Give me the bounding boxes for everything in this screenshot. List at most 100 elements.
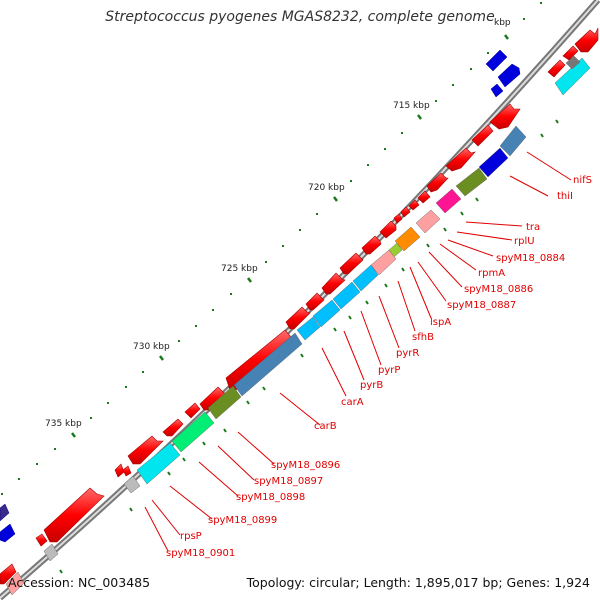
gene-arrow-red[interactable]: [562, 45, 579, 61]
gene-label-sfhB[interactable]: sfhB: [412, 332, 434, 343]
gene-label-spyM18_0898[interactable]: spyM18_0898: [236, 492, 305, 503]
gene-arrow-red[interactable]: [417, 190, 431, 204]
gene-arrow-blue[interactable]: [0, 503, 10, 522]
gene-label-rpsP[interactable]: rpsP: [180, 531, 202, 542]
cog-box-gray: [565, 55, 581, 70]
gene-arrow-blue[interactable]: [490, 83, 504, 98]
gene-arrow-red[interactable]: [445, 147, 476, 172]
ruler-major-tick: [504, 34, 509, 40]
feature-tick: [443, 227, 447, 232]
ruler-minor-tick: [107, 402, 109, 404]
ruler-minor-tick: [54, 448, 56, 450]
ruler-minor-tick: [435, 100, 437, 102]
label-line-pyrR: [378, 295, 400, 349]
feature-tick: [365, 300, 369, 305]
gene-arrow-blue[interactable]: [485, 49, 508, 72]
gene-arrow-red[interactable]: [400, 206, 411, 218]
gene-arrow-red[interactable]: [471, 124, 494, 147]
gene-label-rpmA[interactable]: rpmA: [478, 268, 505, 279]
gene-label-tra[interactable]: tra: [526, 222, 540, 233]
gene-label-rplU[interactable]: rplU: [514, 236, 535, 247]
ruler-label-715: 715 kbp: [393, 101, 430, 111]
gene-label-lspA[interactable]: lspA: [430, 317, 451, 328]
gene-label-pyrR[interactable]: pyrR: [396, 348, 419, 359]
gene-label-nifS[interactable]: nifS: [573, 175, 592, 186]
cog-box-gray: [123, 475, 141, 494]
feature-tick: [384, 283, 388, 288]
gene-label-spyM18_0899[interactable]: spyM18_0899: [208, 515, 277, 526]
label-line-spyM18_0884: [447, 239, 494, 257]
label-line-spyM18_0898: [198, 461, 239, 497]
gene-arrow-red[interactable]: [122, 465, 132, 477]
gene-label-carB[interactable]: carB: [314, 421, 337, 432]
ruler-minor-tick: [36, 463, 38, 465]
gene-arrow-red[interactable]: [127, 435, 164, 465]
gene-arrow-red[interactable]: [339, 252, 364, 275]
gene-arrow-red[interactable]: [574, 27, 599, 53]
gene-arrow-red[interactable]: [35, 533, 48, 547]
gene-arrow-blue[interactable]: [0, 523, 16, 543]
ruler-minor-tick: [452, 84, 454, 86]
accession-text: Accession: NC_003485: [8, 575, 151, 590]
gene-label-spyM18_0897[interactable]: spyM18_0897: [254, 476, 323, 487]
gene-arrow-red[interactable]: [114, 463, 125, 478]
gene-arrow-red[interactable]: [547, 59, 566, 78]
ruler-label-720: 720 kbp: [308, 183, 345, 193]
feature-tick: [555, 119, 559, 124]
gene-arrow-red[interactable]: [426, 172, 449, 193]
gene-arrow-blue[interactable]: [497, 63, 521, 88]
ruler-minor-tick: [367, 164, 369, 166]
gene-arrow-red[interactable]: [379, 220, 397, 239]
gene-arrow-red[interactable]: [43, 487, 105, 543]
ruler-minor-tick: [18, 478, 20, 480]
gene-label-spyM18_0896[interactable]: spyM18_0896: [271, 460, 340, 471]
label-line-rpsP: [151, 499, 181, 536]
ruler-minor-tick: [470, 68, 472, 70]
map-title: Streptococcus pyogenes MGAS8232, complet…: [105, 9, 495, 25]
gene-arrow-red[interactable]: [361, 235, 382, 255]
ruler-label-725: 725 kbp: [221, 264, 258, 274]
feature-tick: [167, 471, 171, 476]
gene-label-thiI[interactable]: thiI: [557, 191, 573, 202]
gene-arrow-red[interactable]: [285, 306, 311, 330]
gene-arrow-red[interactable]: [184, 402, 201, 419]
label-line-pyrB: [343, 330, 365, 381]
gene-arrow-red[interactable]: [393, 213, 403, 224]
cog-box-cyan: [296, 316, 321, 341]
gene-arrow-red[interactable]: [489, 103, 521, 130]
feature-tick: [246, 400, 250, 405]
gene-arrow-red[interactable]: [162, 418, 184, 437]
gene-arrow-red[interactable]: [0, 563, 17, 585]
label-line-spyM18_0886: [428, 251, 463, 288]
feature-tick: [262, 386, 266, 391]
gene-label-pyrB[interactable]: pyrB: [360, 380, 383, 391]
cog-box-orange: [394, 226, 421, 252]
gene-label-pyrP[interactable]: pyrP: [378, 365, 400, 376]
cog-box-cyan: [312, 299, 341, 328]
label-line-spyM18_0896: [237, 431, 275, 465]
feature-tick: [401, 267, 405, 272]
gene-arrow-red[interactable]: [408, 199, 420, 211]
ruler-minor-tick: [230, 293, 232, 295]
gene-label-spyM18_0886[interactable]: spyM18_0886: [464, 284, 533, 295]
ruler-minor-tick: [523, 18, 525, 20]
feature-tick: [475, 197, 479, 202]
ruler-minor-tick: [401, 132, 403, 134]
gene-arrow-red[interactable]: [225, 329, 298, 391]
ruler-minor-tick: [90, 417, 92, 419]
cog-box-blue: [478, 147, 509, 178]
gene-label-spyM18_0887[interactable]: spyM18_0887: [447, 300, 516, 311]
gene-label-spyM18_0901[interactable]: spyM18_0901: [166, 548, 235, 559]
ruler-minor-tick: [299, 229, 301, 231]
cog-box-green: [171, 411, 215, 453]
gene-label-spyM18_0884[interactable]: spyM18_0884: [496, 253, 565, 264]
label-line-pyrP: [360, 310, 382, 366]
gene-label-carA[interactable]: carA: [341, 397, 364, 408]
gene-arrow-red[interactable]: [321, 272, 346, 295]
label-line-tra: [465, 221, 523, 227]
label-line-rplU: [456, 231, 513, 241]
cog-box-olive: [207, 385, 242, 420]
feature-tick: [460, 211, 464, 216]
gene-arrow-red[interactable]: [305, 292, 325, 311]
